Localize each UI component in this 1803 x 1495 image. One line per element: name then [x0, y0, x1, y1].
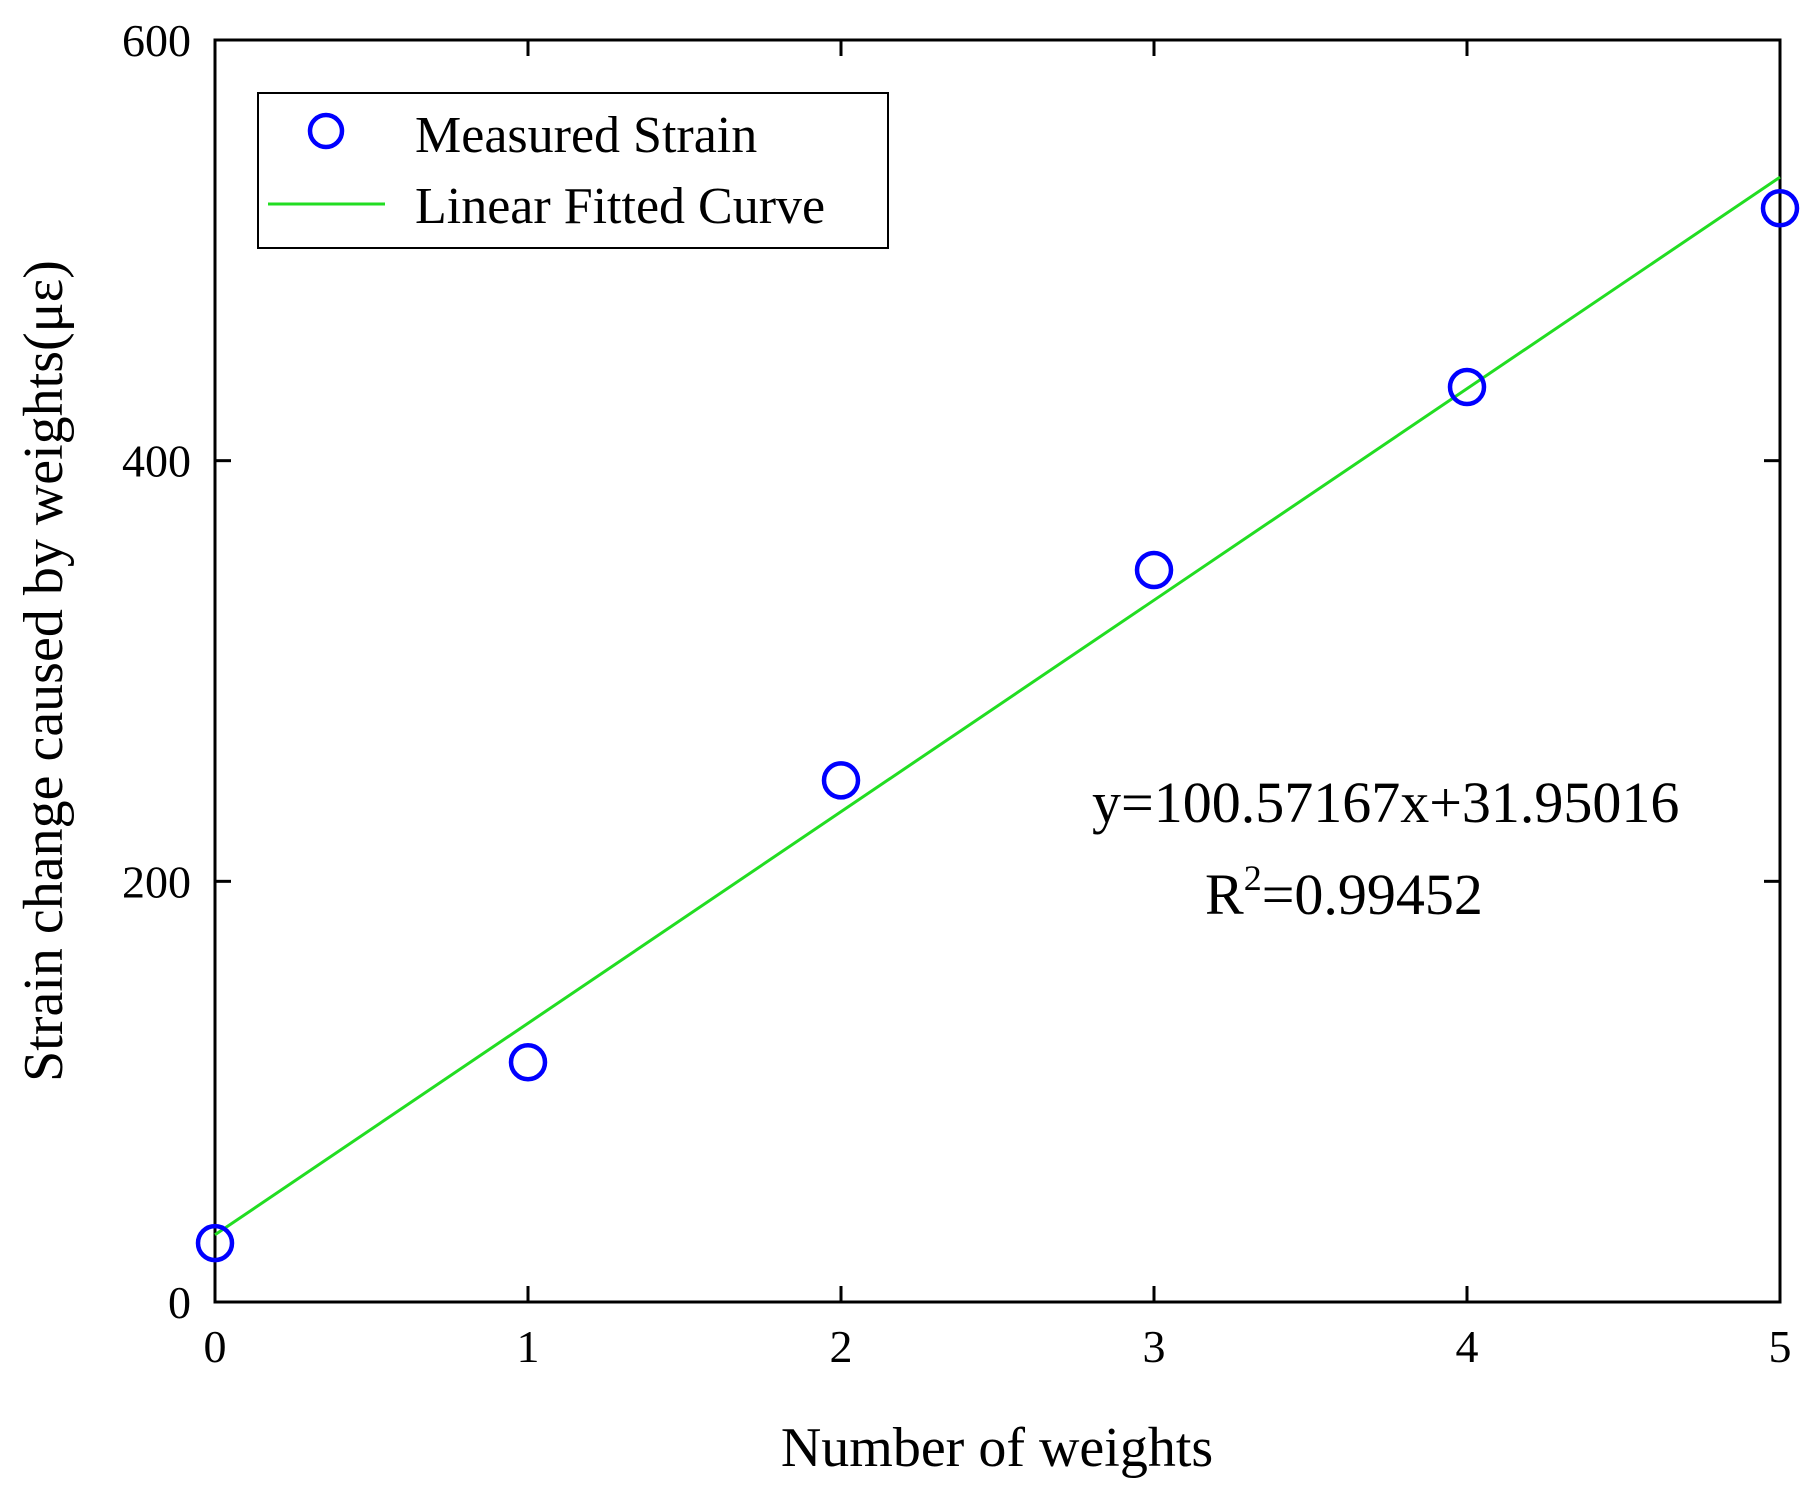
legend: Measured Strain Linear Fitted Curve	[257, 92, 889, 249]
y-tick-label: 600	[122, 15, 191, 66]
y-tick-label: 0	[168, 1277, 191, 1328]
fit-equation: y=100.57167x+31.95016	[1092, 770, 1679, 835]
x-tick-label: 5	[1769, 1321, 1792, 1372]
measured-strain-point	[508, 1042, 548, 1082]
fit-line-layer	[214, 175, 1781, 1237]
y-tick-label: 400	[122, 436, 191, 487]
y-axis-title: Strain change caused by weights(με)	[13, 260, 75, 1082]
x-axis-ticks: 0 1 2 3 4 5	[204, 40, 1792, 1372]
r-squared-value: =0.99452	[1262, 862, 1483, 927]
measured-strain-point	[1134, 550, 1174, 590]
x-tick-label: 0	[204, 1321, 227, 1372]
legend-label-measured-strain: Measured Strain	[415, 107, 757, 164]
y-axis-ticks: 0 200 400 600	[122, 15, 1780, 1328]
r-squared: R2=0.99452	[1205, 858, 1483, 927]
marker-layer	[195, 189, 1800, 1263]
plot-frame	[213, 38, 1782, 1304]
r-squared-superscript: 2	[1244, 858, 1262, 898]
fit-line	[214, 175, 1781, 1237]
legend-box	[257, 92, 889, 249]
r-squared-prefix: R	[1205, 862, 1244, 927]
legend-marker-measured-strain	[307, 112, 345, 150]
measured-strain-point	[821, 761, 861, 800]
x-tick-label: 1	[517, 1321, 540, 1372]
x-tick-label: 2	[830, 1321, 853, 1372]
legend-label-linear-fitted-curve: Linear Fitted Curve	[415, 178, 825, 235]
measured-strain-point	[1447, 367, 1487, 407]
x-axis-title: Number of weights	[781, 1417, 1213, 1479]
measured-strain-point	[1760, 189, 1800, 228]
y-tick-label: 200	[122, 856, 191, 907]
x-tick-label: 4	[1456, 1321, 1479, 1372]
x-tick-label: 3	[1143, 1321, 1166, 1372]
measured-strain-point	[195, 1223, 235, 1263]
